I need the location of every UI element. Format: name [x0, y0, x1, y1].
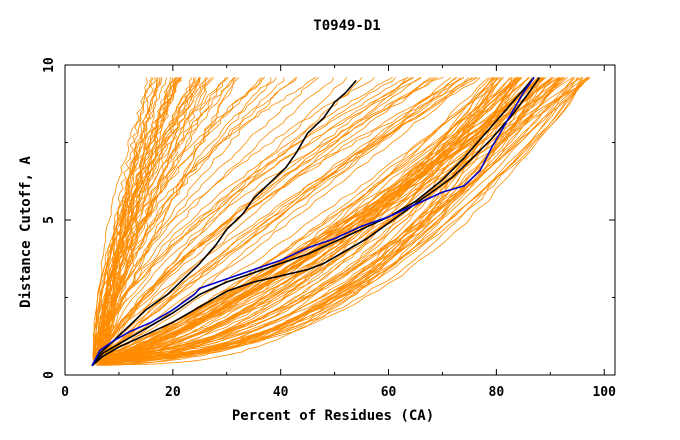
background-model-line: [97, 77, 590, 361]
background-model-line: [102, 77, 563, 361]
background-model-line: [92, 77, 266, 358]
background-model-line: [103, 77, 543, 365]
y-axis-label: Distance Cutoff, A: [18, 156, 34, 308]
background-model-line: [96, 77, 407, 356]
background-model-line: [100, 77, 161, 357]
highlight-series-line-2: [91, 76, 535, 367]
background-model-line: [96, 77, 375, 365]
highlight-series-line-4: [91, 76, 535, 367]
x-tick-label: 40: [273, 385, 289, 400]
background-model-line: [98, 77, 465, 362]
background-model-line: [93, 77, 414, 356]
background-model-line: [94, 77, 320, 355]
y-tick-label: 10: [42, 57, 57, 73]
background-model-line: [102, 77, 197, 358]
background-model-line: [100, 77, 240, 359]
background-model-line: [98, 77, 264, 364]
background-model-line: [98, 77, 297, 365]
background-series-group: [92, 77, 591, 366]
background-model-line: [93, 77, 154, 356]
background-model-line: [94, 77, 159, 357]
background-model-line: [101, 77, 212, 360]
background-model-line: [101, 77, 444, 365]
background-model-line: [94, 77, 277, 360]
background-model-line: [95, 77, 481, 360]
y-tick-label: 5: [42, 216, 57, 224]
background-model-line: [100, 77, 229, 360]
background-model-line: [102, 77, 473, 361]
background-model-line: [98, 77, 492, 364]
background-model-line: [102, 77, 540, 360]
background-model-line: [104, 77, 207, 364]
background-model-line: [103, 77, 561, 364]
background-model-line: [103, 77, 568, 359]
background-model-line: [99, 77, 582, 359]
x-tick-label: 20: [165, 385, 181, 400]
background-model-line: [101, 77, 396, 366]
background-model-line: [106, 77, 513, 355]
x-tick-label: 100: [592, 385, 616, 400]
background-model-line: [101, 77, 182, 366]
highlight-series-group: [91, 76, 541, 367]
background-model-line: [102, 77, 521, 363]
highlight-series-line-3: [91, 76, 541, 367]
y-tick-label: 0: [42, 371, 57, 379]
background-model-line: [102, 77, 511, 365]
highlight-series-line-1: [91, 79, 357, 367]
background-model-line: [102, 77, 464, 360]
background-model-line: [105, 77, 201, 359]
background-model-line: [94, 77, 494, 358]
background-model-line: [100, 77, 533, 362]
background-model-line: [104, 77, 438, 354]
background-model-line: [94, 77, 182, 354]
background-model-line: [106, 77, 272, 363]
background-model-line: [100, 77, 161, 366]
background-model-line: [98, 77, 393, 362]
background-model-line: [94, 77, 516, 363]
x-tick-label: 80: [489, 385, 505, 400]
background-model-line: [102, 77, 176, 360]
axis-ticks: 0 20 40 60 80 100 0 5 10: [42, 57, 616, 400]
background-model-line: [102, 77, 477, 359]
background-model-line: [93, 77, 422, 366]
background-model-line: [95, 77, 584, 359]
x-tick-label: 0: [61, 385, 69, 400]
chart-title: T0949-D1: [313, 18, 380, 34]
background-model-line: [103, 77, 513, 366]
background-model-line: [97, 77, 285, 358]
background-model-line: [102, 77, 534, 356]
background-model-line: [104, 77, 518, 354]
x-tick-label: 60: [381, 385, 397, 400]
background-model-line: [94, 77, 334, 362]
background-model-line: [100, 77, 200, 359]
background-model-line: [92, 77, 235, 361]
background-model-line: [100, 77, 178, 355]
background-model-line: [98, 77, 409, 360]
background-model-line: [104, 77, 181, 357]
background-model-line: [102, 77, 462, 362]
background-model-line: [101, 77, 421, 365]
background-model-line: [92, 77, 497, 359]
background-model-line: [105, 77, 178, 364]
x-axis-label: Percent of Residues (CA): [232, 408, 434, 424]
